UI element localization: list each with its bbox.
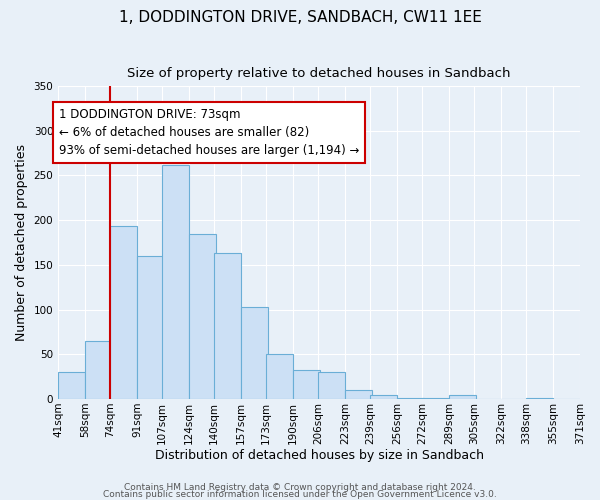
X-axis label: Distribution of detached houses by size in Sandbach: Distribution of detached houses by size …	[155, 450, 484, 462]
Bar	[422, 398, 449, 399]
Bar	[162, 166, 189, 399]
Bar	[318, 372, 345, 399]
Bar	[85, 341, 112, 399]
Text: Contains HM Land Registry data © Crown copyright and database right 2024.: Contains HM Land Registry data © Crown c…	[124, 484, 476, 492]
Text: 1 DODDINGTON DRIVE: 73sqm
← 6% of detached houses are smaller (82)
93% of semi-d: 1 DODDINGTON DRIVE: 73sqm ← 6% of detach…	[59, 108, 359, 157]
Bar	[397, 398, 424, 399]
Title: Size of property relative to detached houses in Sandbach: Size of property relative to detached ho…	[127, 68, 511, 80]
Bar	[241, 307, 268, 399]
Text: Contains public sector information licensed under the Open Government Licence v3: Contains public sector information licen…	[103, 490, 497, 499]
Bar	[526, 398, 553, 399]
Bar	[345, 390, 372, 399]
Bar	[266, 354, 293, 399]
Bar	[110, 226, 137, 399]
Bar	[449, 394, 476, 399]
Bar	[189, 234, 216, 399]
Bar	[137, 256, 164, 399]
Bar	[370, 394, 397, 399]
Text: 1, DODDINGTON DRIVE, SANDBACH, CW11 1EE: 1, DODDINGTON DRIVE, SANDBACH, CW11 1EE	[119, 10, 481, 25]
Bar	[214, 253, 241, 399]
Bar	[58, 372, 85, 399]
Y-axis label: Number of detached properties: Number of detached properties	[15, 144, 28, 341]
Bar	[293, 370, 320, 399]
